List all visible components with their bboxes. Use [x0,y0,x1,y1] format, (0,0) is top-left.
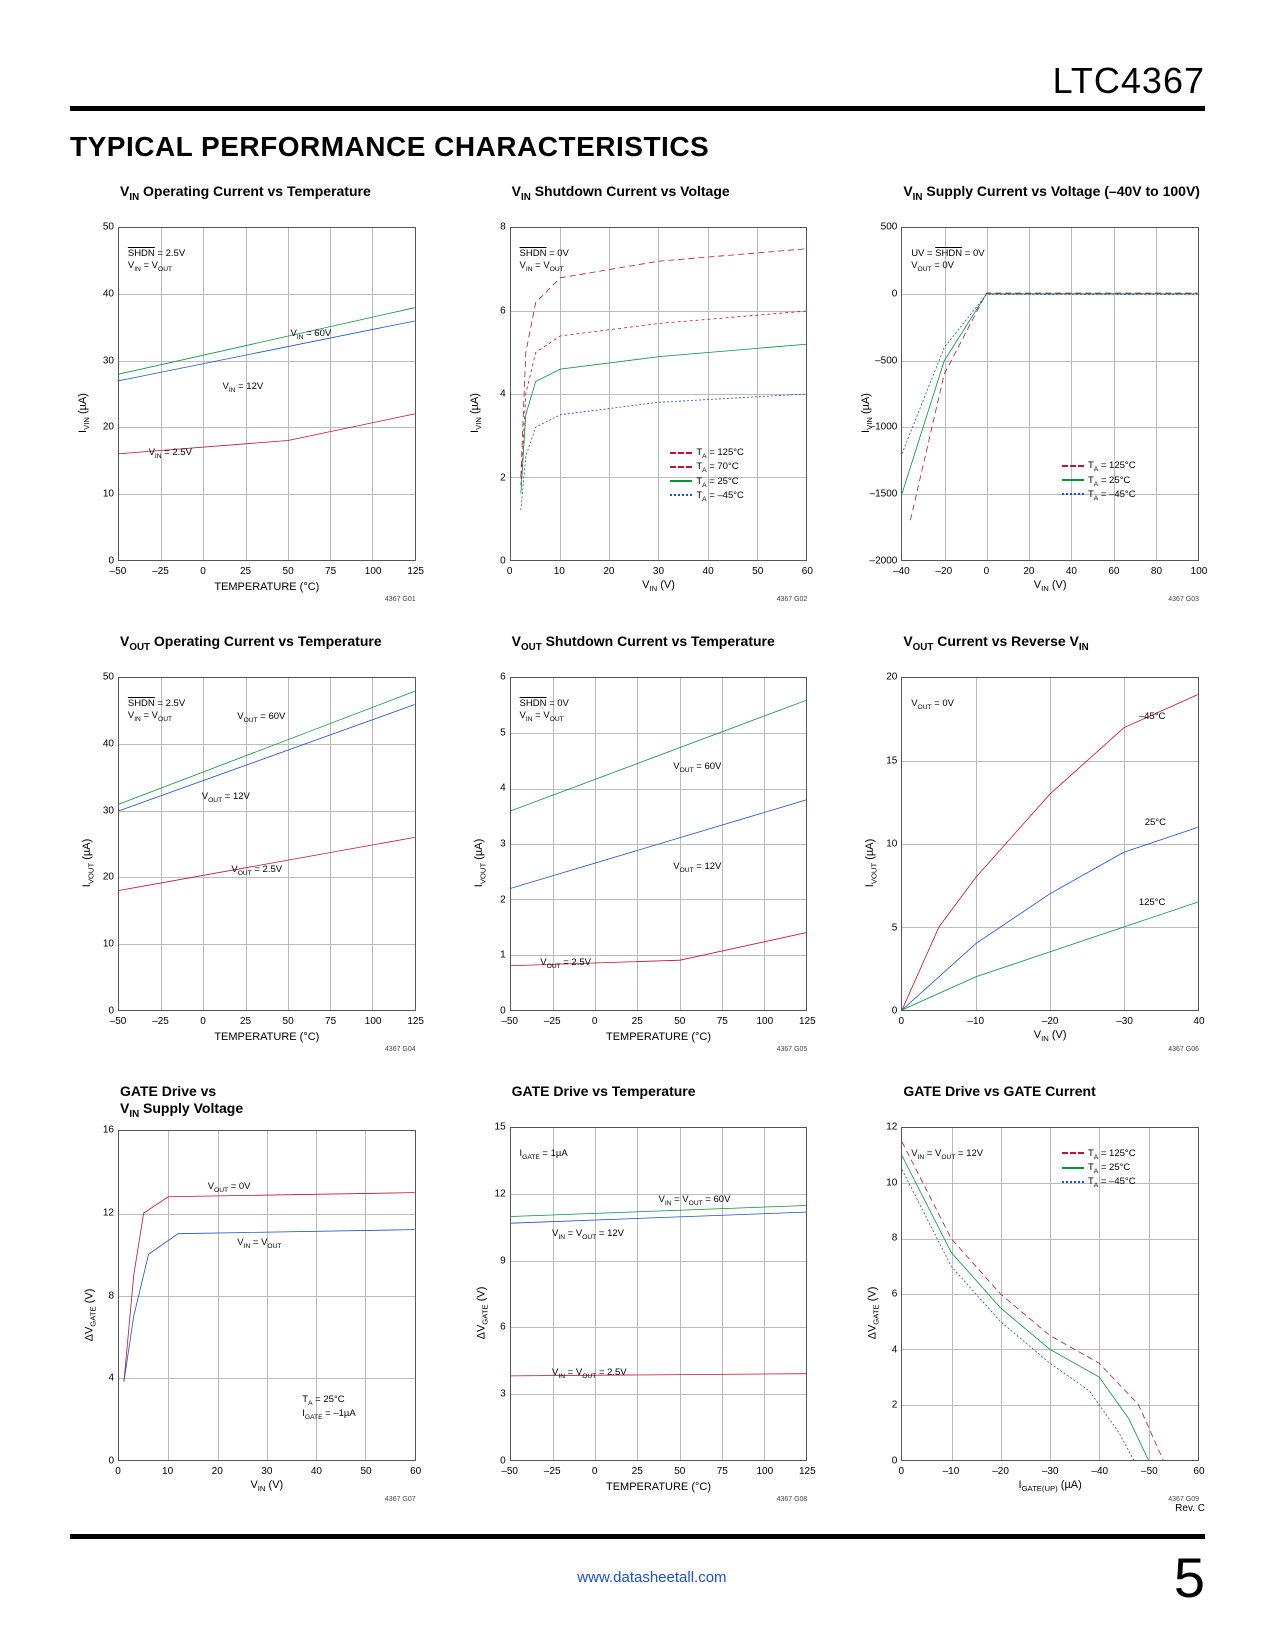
plot-area: –50–25025507510012503691215IGATE = 1µAVI… [462,1123,814,1503]
chart-grid: VIN Operating Current vs Temperature –50–… [70,183,1205,1503]
legend: TA = 125°CTA = 25°CTA = –45°C [1062,1148,1136,1191]
plot-area: –50–25025507510012501020304050SHDN = 2.5… [70,673,422,1053]
x-axis-label: IGATE(UP) (µA) [901,1479,1199,1493]
chart-5: VOUT Shutdown Current vs Temperature –50–… [462,633,814,1053]
chart-title: GATE Drive vs Temperature [512,1083,814,1117]
plot-area: 0–10–20–30–40–50–60024681012VIN = VOUT =… [853,1123,1205,1503]
plot-area: 0–10–20–30–4005101520VOUT = 0V–45°C25°C1… [853,673,1205,1053]
section-title: TYPICAL PERFORMANCE CHARACTERISTICS [70,131,1205,163]
y-axis-label: IVOUT (µA) [81,839,95,887]
part-number: LTC4367 [70,60,1205,102]
footer-link[interactable]: www.datasheetall.com [577,1569,726,1586]
x-axis-label: VIN (V) [118,1479,416,1493]
x-axis-label: TEMPERATURE (°C) [510,1031,808,1043]
plot-area: –50–2502550751001250123456SHDN = 0VVIN =… [462,673,814,1053]
y-axis-label: ΔVGATE (V) [83,1288,97,1341]
x-axis-label: TEMPERATURE (°C) [510,1481,808,1493]
graph-id: 4367 G07 [385,1496,416,1503]
chart-title: VIN Supply Current vs Voltage (–40V to 1… [903,183,1205,217]
graph-id: 4367 G02 [777,596,808,603]
chart-2: VIN Shutdown Current vs Voltage 010203040… [462,183,814,603]
chart-title: VOUT Current vs Reverse VIN [903,633,1205,667]
revision: Rev. C [70,1503,1205,1514]
chart-title: VIN Operating Current vs Temperature [120,183,422,217]
chart-7: GATE Drive vsVIN Supply Voltage 010203040… [70,1083,422,1503]
graph-id: 4367 G08 [777,1496,808,1503]
chart-title: VOUT Operating Current vs Temperature [120,633,422,667]
chart-title: GATE Drive vsVIN Supply Voltage [120,1083,422,1120]
y-axis-label: IVOUT (µA) [864,839,878,887]
footer: www.datasheetall.com 5 [70,1545,1205,1610]
plot-area: 01020304050600481216VOUT = 0VVIN = VOUTT… [70,1126,422,1503]
chart-3: VIN Supply Current vs Voltage (–40V to 1… [853,183,1205,603]
y-axis-label: IVIN (µA) [860,393,874,433]
x-axis-label: VIN (V) [510,579,808,593]
graph-id: 4367 G09 [1168,1496,1199,1503]
y-axis-label: IVOUT (µA) [473,839,487,887]
legend: TA = 125°CTA = 25°CTA = –45°C [1062,460,1136,503]
plot-area: –40–20020406080100–2000–1500–1000–500050… [853,223,1205,603]
graph-id: 4367 G04 [385,1046,416,1053]
y-axis-label: IVIN (µA) [469,393,483,433]
graph-id: 4367 G06 [1168,1046,1199,1053]
top-divider [70,106,1205,111]
chart-8: GATE Drive vs Temperature –50–25025507510… [462,1083,814,1503]
chart-title: VOUT Shutdown Current vs Temperature [512,633,814,667]
page-number: 5 [1174,1545,1205,1610]
chart-1: VIN Operating Current vs Temperature –50–… [70,183,422,603]
chart-4: VOUT Operating Current vs Temperature –50… [70,633,422,1053]
graph-id: 4367 G05 [777,1046,808,1053]
chart-6: VOUT Current vs Reverse VIN 0–10–20–30–40… [853,633,1205,1053]
x-axis-label: TEMPERATURE (°C) [118,581,416,593]
plot-area: –50–25025507510012501020304050SHDN = 2.5… [70,223,422,603]
y-axis-label: ΔVGATE (V) [475,1287,489,1340]
chart-title: VIN Shutdown Current vs Voltage [512,183,814,217]
legend: TA = 125°CTA = 70°CTA = 25°CTA = –45°C [670,447,744,504]
graph-id: 4367 G01 [385,596,416,603]
chart-9: GATE Drive vs GATE Current 0–10–20–30–40–… [853,1083,1205,1503]
bottom-divider [70,1534,1205,1539]
x-axis-label: VIN (V) [901,1029,1199,1043]
x-axis-label: TEMPERATURE (°C) [118,1031,416,1043]
y-axis-label: IVIN (µA) [77,393,91,433]
y-axis-label: ΔVGATE (V) [867,1287,881,1340]
plot-area: 010203040506002468SHDN = 0VVIN = VOUTTA … [462,223,814,603]
x-axis-label: VIN (V) [901,579,1199,593]
chart-title: GATE Drive vs GATE Current [903,1083,1205,1117]
graph-id: 4367 G03 [1168,596,1199,603]
